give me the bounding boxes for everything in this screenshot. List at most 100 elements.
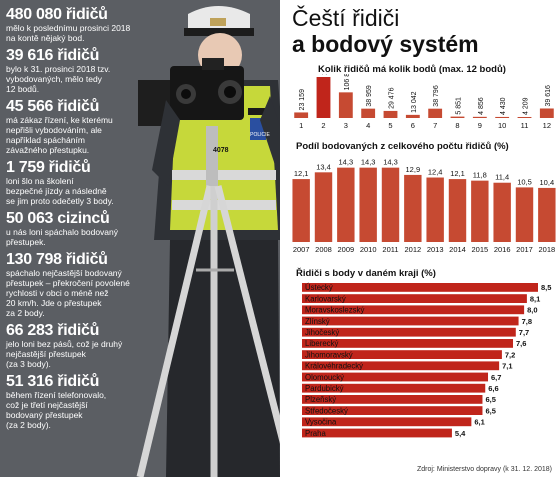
x-tick-label: 2018: [538, 245, 555, 254]
category-label: Ústecký: [305, 283, 333, 292]
stat-headline: 39 616 řidičů: [6, 47, 100, 64]
bar-value-label: 7,6: [516, 339, 526, 348]
bar: [302, 294, 527, 303]
bar: [404, 174, 422, 242]
stat-headline: 45 566 řidičů: [6, 98, 100, 115]
stat-block: 66 283 řidičů jelo loni bez pásů, což je …: [6, 322, 176, 369]
x-tick-label: 2011: [382, 245, 398, 254]
bar-value-label: 7,1: [502, 362, 512, 371]
bar: [517, 116, 532, 118]
stat-text: má zákaz řízení, ke kterému nepřišli vyb…: [6, 115, 113, 155]
bar: [337, 167, 355, 242]
x-tick-label: 2013: [427, 245, 444, 254]
bar-value-label: 14,3: [383, 158, 398, 167]
stat-block: 45 566 řidičů má zákaz řízení, ke kterému…: [6, 98, 176, 155]
bar-value-label: 13 042: [411, 91, 418, 113]
x-tick-label: 2007: [293, 245, 310, 254]
bar-value-label: 6,5: [485, 395, 495, 404]
bar: [359, 167, 377, 242]
bar: [292, 179, 310, 242]
bar: [302, 406, 483, 415]
points-distribution-chart: 23 159 1 170 815 2 106 871 3 38 959 4 29 476 5 13 …: [294, 74, 554, 130]
category-label: Královéhradecký: [305, 362, 363, 371]
bar-value-label: 7,8: [522, 317, 532, 326]
bar: [302, 417, 472, 427]
title-line-2: a bodový systém: [292, 31, 479, 57]
bar-value-label: 38 796: [433, 85, 440, 107]
category-label: Moravskoslezský: [305, 306, 364, 315]
stat-headline: 480 080 řidičů: [6, 6, 108, 23]
category-label: Zlínský: [305, 317, 330, 326]
stat-block: 1 759 řidičů loni šlo na školení bezpečné…: [6, 159, 176, 206]
stat-text: mělo k poslednímu prosinci 2018 na kontě…: [6, 23, 131, 43]
bar-value-label: 12,9: [406, 165, 421, 174]
page-title: Čeští řidiči a bodový systém: [292, 5, 552, 57]
category-label: Pardubický: [305, 384, 344, 393]
bar-value-label: 12,1: [450, 169, 465, 178]
stat-text: loni šlo na školení bezpečné jízdy a nás…: [6, 176, 114, 206]
bar-value-label: 29 476: [389, 87, 396, 109]
bar-value-label: 8,1: [530, 294, 540, 303]
bar-value-label: 6,7: [491, 373, 501, 382]
category-label: Jihočeský: [305, 328, 339, 337]
x-tick-label: 2017: [516, 245, 533, 254]
bar: [302, 428, 452, 438]
stat-block: 39 616 řidičů bylo k 31. prosinci 2018 tz…: [6, 47, 176, 94]
stat-text: jelo loni bez pásů, což je druhý nejčast…: [6, 339, 123, 369]
bar-value-label: 10,4: [540, 178, 555, 187]
bar-value-label: 7,7: [519, 328, 529, 337]
bar-value-label: 4 430: [500, 97, 507, 115]
bar-value-label: 13,4: [316, 162, 331, 171]
bar: [302, 283, 538, 292]
stat-block: 50 063 cizinců u nás loni spáchalo bodova…: [6, 210, 176, 247]
bar: [383, 110, 398, 118]
bar-value-label: 10,5: [517, 177, 532, 186]
title-line-1: Čeští řidiči: [292, 5, 400, 31]
bar: [302, 305, 525, 315]
bar: [450, 116, 465, 118]
bar-value-label: 170 815: [322, 74, 329, 75]
bar-value-label: 11,4: [495, 173, 509, 182]
bar-value-label: 23 159: [299, 89, 306, 111]
bar: [493, 182, 511, 242]
x-tick-label: 9: [478, 121, 482, 130]
bar-value-label: 8,0: [527, 306, 537, 315]
bar-value-label: 39 616: [545, 85, 552, 107]
category-label: Jihomoravský: [305, 350, 353, 359]
category-label: Středočeský: [305, 406, 348, 415]
bar: [495, 116, 510, 118]
bar: [302, 339, 514, 348]
x-tick-label: 6: [411, 121, 415, 130]
bar: [426, 177, 444, 242]
points-chart-title: Kolik řidičů má kolik bodů (max. 12 bodů…: [318, 64, 506, 75]
stat-block: 480 080 řidičů mělo k poslednímu prosinci…: [6, 6, 176, 43]
category-label: Plzeňský: [305, 395, 336, 404]
bar-value-label: 4 209: [523, 97, 530, 115]
category-label: Praha: [305, 429, 326, 438]
bar-value-label: 6,1: [474, 418, 484, 427]
stat-text: u nás loni spáchalo bodovaný přestupek.: [6, 227, 118, 247]
x-tick-label: 2: [321, 121, 325, 130]
bar: [538, 187, 556, 242]
x-tick-label: 5: [388, 121, 392, 130]
bar: [539, 108, 554, 118]
x-tick-label: 12: [543, 121, 551, 130]
vest-badge-text: POLICIE: [250, 132, 270, 138]
x-tick-label: 2015: [471, 245, 488, 254]
stat-text: bylo k 31. prosinci 2018 tzv. vybodovaný…: [6, 64, 111, 94]
x-tick-label: 8: [455, 121, 459, 130]
x-tick-label: 2009: [337, 245, 354, 254]
x-tick-label: 10: [498, 121, 506, 130]
x-tick-label: 2008: [315, 245, 332, 254]
bar: [302, 383, 486, 393]
bar: [302, 361, 500, 371]
x-tick-label: 4: [366, 121, 370, 130]
bar-value-label: 14,3: [361, 158, 376, 167]
category-label: Karlovarský: [305, 294, 346, 303]
police-officer-photo: POLICIE 4078: [110, 0, 280, 477]
x-tick-label: 3: [344, 121, 348, 130]
category-label: Olomoucký: [305, 373, 344, 382]
x-tick-label: 2012: [404, 245, 421, 254]
stat-headline: 1 759 řidičů: [6, 159, 91, 176]
